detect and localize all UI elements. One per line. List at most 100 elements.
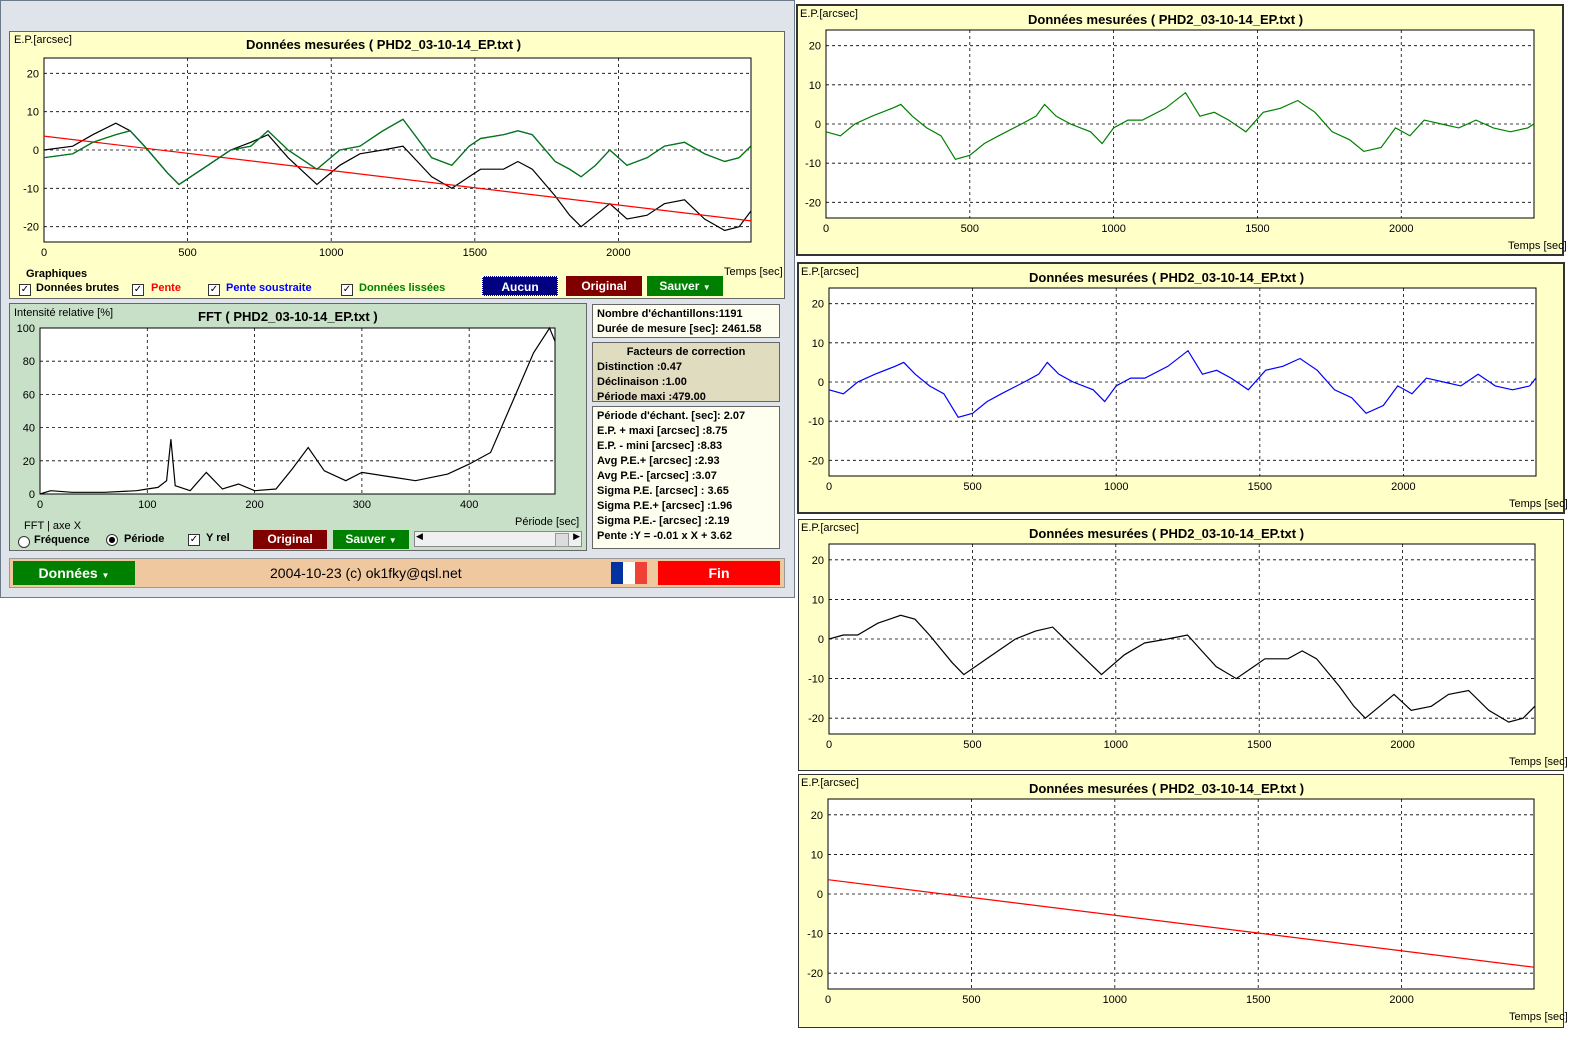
legend-title: Graphiques [26, 268, 88, 280]
fft-original-button[interactable]: Original [253, 530, 327, 549]
main-ylabel: E.P.[arcsec] [14, 34, 72, 46]
cb-smooth-label: Données lissées [359, 282, 446, 294]
french-flag-icon[interactable] [611, 562, 647, 584]
cb-smooth-checkbox[interactable]: ✓ [341, 284, 353, 296]
y-tick-label: 20 [812, 299, 824, 311]
y-tick-label: 20 [23, 456, 35, 468]
main-original-button[interactable]: Original [566, 276, 642, 296]
x-tick-label: 2000 [1390, 739, 1414, 751]
x-tick-label: 1000 [1104, 739, 1128, 751]
x-tick-label: 1000 [1103, 994, 1127, 1006]
yrel-label: Y rel [206, 532, 230, 544]
scroll-thumb[interactable] [555, 533, 569, 547]
dropdown-arrow-icon: ▼ [702, 283, 711, 292]
right-xlabel: Temps [sec] [1509, 756, 1568, 768]
radio-frequency-label: Fréquence [34, 534, 90, 546]
data-button[interactable]: Données ▼ [13, 561, 135, 585]
main-title: Données mesurées ( PHD2_03-10-14_EP.txt … [246, 37, 522, 52]
sigma-pe-minus: Sigma P.E.- [arcsec] :2.19 [597, 515, 730, 527]
correction-factors: Facteurs de correction Distinction :0.47… [592, 342, 780, 403]
right-title: Données mesurées ( PHD2_03-10-14_EP.txt … [1028, 12, 1304, 27]
x-tick-label: 1500 [1246, 994, 1270, 1006]
y-tick-label: 20 [809, 41, 821, 53]
ep-min: E.P. - mini [arcsec] :8.83 [597, 440, 723, 452]
scroll-right-icon[interactable]: ▶ [573, 532, 580, 542]
dropdown-arrow-icon: ▼ [388, 536, 397, 545]
period-max: Période maxi :479.00 [597, 391, 706, 403]
y-tick-label: 10 [27, 107, 39, 119]
fft-scrollbar[interactable]: ◀ ▶ [414, 531, 582, 547]
right-xlabel: Temps [sec] [1508, 240, 1567, 252]
none-button[interactable]: Aucun [482, 276, 558, 296]
y-tick-label: -20 [808, 455, 824, 467]
end-button[interactable]: Fin [658, 561, 780, 585]
slope-equation: Pente :Y = -0.01 x X + 3.62 [597, 530, 732, 542]
y-tick-label: 0 [29, 489, 35, 501]
x-tick-label: 100 [138, 499, 156, 511]
sample-stats: Nombre d'échantillons:1191 Durée de mesu… [592, 304, 780, 338]
scroll-left-icon[interactable]: ◀ [416, 532, 423, 542]
series-line-0 [39, 326, 556, 495]
y-tick-label: 0 [817, 889, 823, 901]
sample-count: Nombre d'échantillons:1191 [597, 308, 743, 320]
x-tick-label: 500 [962, 994, 980, 1006]
x-tick-label: 0 [823, 223, 829, 235]
cb-raw-checkbox[interactable]: ✓ [19, 284, 31, 296]
pe-stats: Période d'échant. [sec]: 2.07 E.P. + max… [592, 406, 780, 549]
x-tick-label: 1000 [1104, 481, 1128, 493]
yrel-checkbox[interactable]: ✓ [188, 534, 200, 546]
declination: Déclinaison :1.00 [597, 376, 687, 388]
correction-title: Facteurs de correction [626, 346, 746, 358]
y-tick-label: 10 [812, 338, 824, 350]
radio-period[interactable]: ● [106, 534, 118, 546]
main-chart: 0 500 1000 1500 2000 20 10 0 -10 -20 [23, 57, 752, 259]
fft-title: FFT ( PHD2_03-10-14_EP.txt ) [198, 309, 378, 324]
dropdown-arrow-icon: ▼ [101, 571, 110, 580]
right-panel-green: E.P.[arcsec] Données mesurées ( PHD2_03-… [796, 4, 1567, 256]
x-tick-label: 0 [825, 994, 831, 1006]
y-tick-label: 20 [812, 555, 824, 567]
x-tick-label: 300 [353, 499, 371, 511]
avg-pe-minus: Avg P.E.- [arcsec] :3.07 [597, 470, 717, 482]
main-save-button[interactable]: Sauver ▼ [647, 276, 723, 296]
right-xlabel: Temps [sec] [1509, 1011, 1568, 1023]
y-tick-label: -20 [807, 968, 823, 980]
x-tick-label: 400 [460, 499, 478, 511]
cb-slope-label: Pente [151, 282, 181, 294]
right-panel-black: E.P.[arcsec] Données mesurées ( PHD2_03-… [798, 519, 1568, 771]
series-line-0 [828, 349, 1537, 418]
y-tick-label: 60 [23, 389, 35, 401]
y-tick-label: 80 [23, 356, 35, 368]
y-tick-label: 10 [812, 594, 824, 606]
x-tick-label: 1500 [1247, 739, 1271, 751]
cb-sub-checkbox[interactable]: ✓ [208, 284, 220, 296]
y-tick-label: -10 [808, 674, 824, 686]
right-ylabel: E.P.[arcsec] [801, 266, 859, 278]
cb-slope-checkbox[interactable]: ✓ [132, 284, 144, 296]
y-tick-label: 20 [27, 68, 39, 80]
fft-save-button[interactable]: Sauver ▼ [333, 530, 409, 549]
fft-panel: Intensité relative [%] FFT ( PHD2_03-10-… [9, 303, 587, 551]
right-green-chart: 0 500 1000 1500 2000 20 10 0 -10 -20 [805, 29, 1535, 235]
y-tick-label: 100 [17, 323, 35, 335]
y-tick-label: -20 [808, 713, 824, 725]
copyright: 2004-10-23 (c) ok1fky@qsl.net [270, 565, 462, 581]
duration: Durée de mesure [sec]: 2461.58 [597, 323, 762, 335]
series-line-1 [43, 135, 752, 222]
y-tick-label: 0 [818, 634, 824, 646]
x-tick-label: 2000 [606, 247, 630, 259]
right-ylabel: E.P.[arcsec] [800, 8, 858, 20]
y-tick-label: -10 [807, 929, 823, 941]
right-blue-chart: 0 500 1000 1500 2000 20 10 0 -10 -20 [808, 287, 1537, 493]
sample-period: Période d'échant. [sec]: 2.07 [597, 410, 746, 422]
main-window: E.P.[arcsec] Données mesurées ( PHD2_03-… [0, 0, 795, 598]
radio-frequency[interactable] [18, 536, 30, 548]
cb-raw-label: Données brutes [36, 282, 120, 294]
right-black-chart: 0 500 1000 1500 2000 20 10 0 -10 -20 [808, 543, 1536, 751]
x-tick-label: 1000 [319, 247, 343, 259]
y-tick-label: 40 [23, 423, 35, 435]
x-tick-label: 500 [963, 481, 981, 493]
x-tick-label: 0 [37, 499, 43, 511]
right-title: Données mesurées ( PHD2_03-10-14_EP.txt … [1029, 270, 1305, 285]
